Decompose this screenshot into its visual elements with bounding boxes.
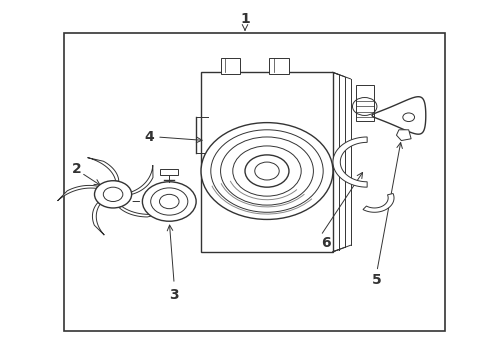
Circle shape bbox=[159, 194, 179, 209]
Circle shape bbox=[255, 162, 279, 180]
Polygon shape bbox=[131, 165, 153, 194]
Text: 5: 5 bbox=[372, 273, 382, 287]
Text: 4: 4 bbox=[145, 130, 155, 144]
Polygon shape bbox=[119, 206, 163, 217]
Bar bbox=[356, 85, 373, 121]
Bar bbox=[270, 58, 289, 74]
Circle shape bbox=[403, 113, 415, 122]
Circle shape bbox=[95, 181, 132, 208]
Polygon shape bbox=[93, 202, 104, 235]
Circle shape bbox=[201, 123, 333, 220]
Circle shape bbox=[151, 188, 188, 215]
Text: 2: 2 bbox=[72, 162, 81, 176]
Circle shape bbox=[352, 98, 377, 116]
Text: 1: 1 bbox=[240, 12, 250, 26]
Text: 6: 6 bbox=[321, 236, 330, 250]
Bar bbox=[160, 169, 178, 175]
Circle shape bbox=[245, 155, 289, 187]
Polygon shape bbox=[363, 193, 394, 212]
Polygon shape bbox=[333, 137, 367, 187]
Polygon shape bbox=[396, 130, 411, 140]
Polygon shape bbox=[58, 185, 98, 201]
Bar bbox=[64, 33, 445, 330]
Bar bbox=[201, 72, 333, 252]
Circle shape bbox=[103, 187, 123, 202]
Text: 3: 3 bbox=[170, 288, 179, 302]
Bar bbox=[220, 58, 240, 74]
Circle shape bbox=[143, 182, 196, 221]
Polygon shape bbox=[372, 97, 426, 134]
Polygon shape bbox=[88, 158, 119, 181]
